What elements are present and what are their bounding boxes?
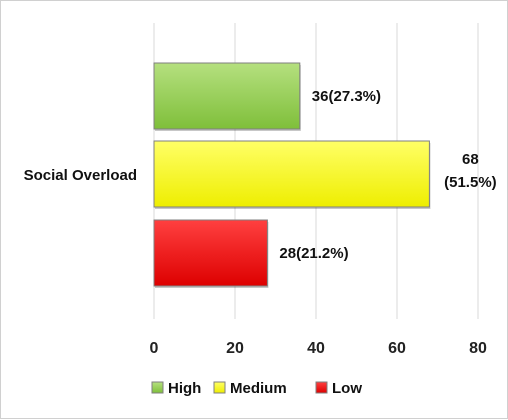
data-label-line: 68 [462,151,479,168]
data-label-low: 28(21.2%) [279,245,348,262]
x-tick-label: 40 [307,340,325,357]
data-label-line: (51.5%) [444,174,497,191]
bar-low [153,219,268,287]
x-tick-label: 80 [469,340,487,357]
legend-swatch-low [315,381,328,394]
legend-swatch-medium [213,381,226,394]
x-tick-label: 60 [388,340,406,357]
data-label-medium: 68 (51.5%) [444,151,497,191]
category-label: Social Overload [24,167,137,184]
legend-label-medium: Medium [230,380,287,397]
x-tick-label: 20 [226,340,244,357]
data-labels: 36(27.3%) 68 (51.5%) 28(21.2%) [279,88,496,262]
x-tick-label: 0 [150,340,159,357]
bars-group [153,62,431,288]
bar-medium [153,140,430,208]
bar-high [153,62,301,130]
legend: High Medium Low [151,380,362,397]
legend-swatch-high [151,381,164,394]
data-label-high: 36(27.3%) [312,88,381,105]
x-axis-ticks: 0 20 40 60 80 [150,340,487,357]
legend-label-low: Low [332,380,362,397]
legend-label-high: High [168,380,201,397]
